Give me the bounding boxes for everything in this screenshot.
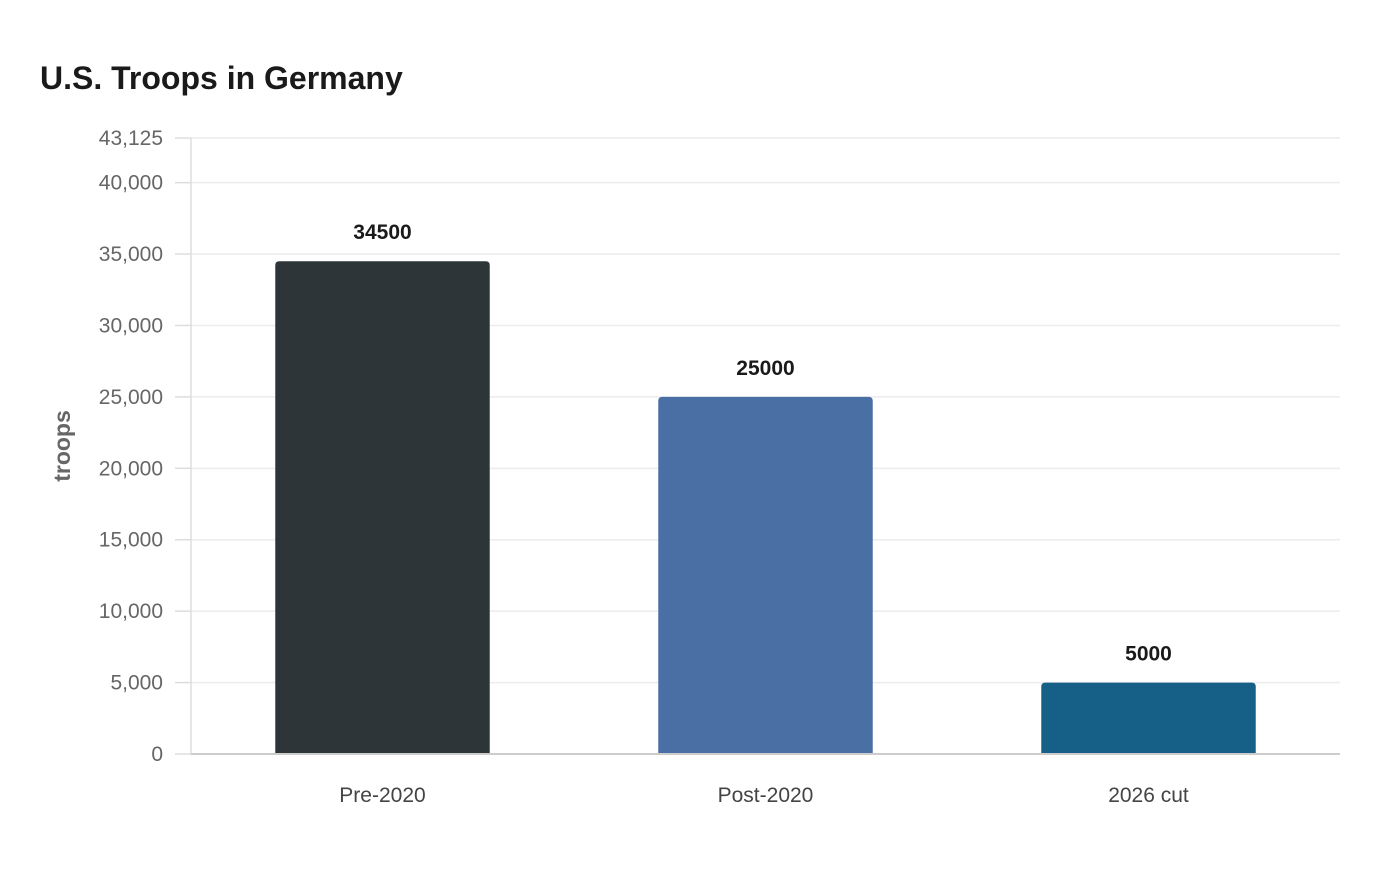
y-tick-label: 35,000 [99, 243, 163, 266]
x-category-label: 2026 cut [1108, 784, 1189, 807]
y-tick-label: 15,000 [99, 529, 163, 552]
bars [275, 261, 1256, 754]
x-category-label: Post-2020 [718, 784, 814, 807]
y-tick-label: 0 [151, 743, 163, 766]
y-axis-title: troops [49, 410, 75, 482]
y-axis-ticks: 0 5,000 10,000 15,000 20,000 25,000 30,000 35,0… [99, 127, 191, 766]
y-tick-label: 5,000 [110, 672, 163, 695]
chart-title: U.S. Troops in Germany [40, 60, 403, 96]
x-axis-category-labels: Pre-2020 Post-2020 2026 cut [339, 784, 1189, 807]
y-tick-label: 20,000 [99, 457, 163, 480]
x-category-label: Pre-2020 [339, 784, 425, 807]
y-tick-label: 43,125 [99, 127, 163, 150]
data-labels: 34500 25000 5000 [353, 221, 1172, 665]
y-tick-label: 10,000 [99, 600, 163, 623]
y-tick-label: 25,000 [99, 386, 163, 409]
data-label: 34500 [353, 221, 411, 244]
y-tick-label: 40,000 [99, 172, 163, 195]
bar [1041, 682, 1256, 754]
y-tick-label: 30,000 [99, 314, 163, 337]
data-label: 25000 [736, 357, 794, 380]
bar [275, 261, 490, 754]
data-label: 5000 [1125, 643, 1172, 666]
bar [658, 396, 873, 754]
